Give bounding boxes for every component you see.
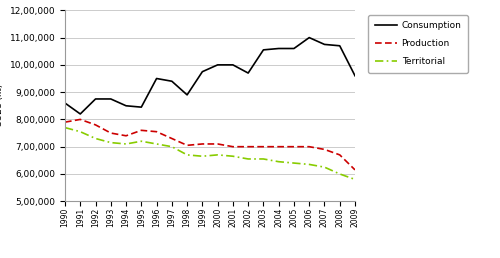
Territorial [200,155,205,158]
Consumption [78,112,84,116]
Territorial [123,142,129,146]
Consumption [291,47,297,50]
Territorial [322,166,328,169]
Consumption [336,44,342,47]
Production [184,144,190,147]
Consumption [260,48,266,51]
Consumption [184,93,190,96]
Territorial [92,137,98,140]
Production [62,120,68,124]
Production [200,142,205,146]
Production [336,153,342,156]
Territorial [62,126,68,129]
Consumption [306,36,312,39]
Production [92,123,98,126]
Territorial [276,160,281,163]
Line: Production: Production [65,119,355,170]
Production [291,145,297,148]
Production [245,145,251,148]
Production [214,142,220,146]
Territorial [352,178,358,181]
Line: Territorial: Territorial [65,128,355,179]
Consumption [108,98,114,101]
Consumption [322,43,328,46]
Consumption [154,77,160,80]
Consumption [200,70,205,73]
Consumption [214,63,220,66]
Production [276,145,281,148]
Territorial [78,130,84,133]
Consumption [230,63,236,66]
Y-axis label: CO2e (kt): CO2e (kt) [0,84,4,127]
Production [230,145,236,148]
Territorial [230,155,236,158]
Production [169,137,175,140]
Production [138,129,144,132]
Consumption [62,101,68,104]
Territorial [169,145,175,148]
Territorial [138,140,144,143]
Consumption [169,80,175,83]
Consumption [138,106,144,109]
Line: Consumption: Consumption [65,38,355,114]
Consumption [276,47,281,50]
Territorial [214,153,220,156]
Production [78,118,84,121]
Legend: Consumption, Production, Territorial: Consumption, Production, Territorial [368,15,468,72]
Territorial [291,162,297,165]
Production [154,130,160,133]
Production [123,134,129,137]
Territorial [108,141,114,144]
Consumption [92,98,98,101]
Territorial [336,172,342,175]
Consumption [352,74,358,77]
Territorial [306,163,312,166]
Production [322,148,328,151]
Territorial [245,157,251,160]
Territorial [154,142,160,146]
Territorial [184,153,190,156]
Territorial [260,157,266,160]
Production [352,168,358,171]
Production [108,132,114,135]
Production [306,145,312,148]
Consumption [123,104,129,107]
Production [260,145,266,148]
Consumption [245,71,251,75]
